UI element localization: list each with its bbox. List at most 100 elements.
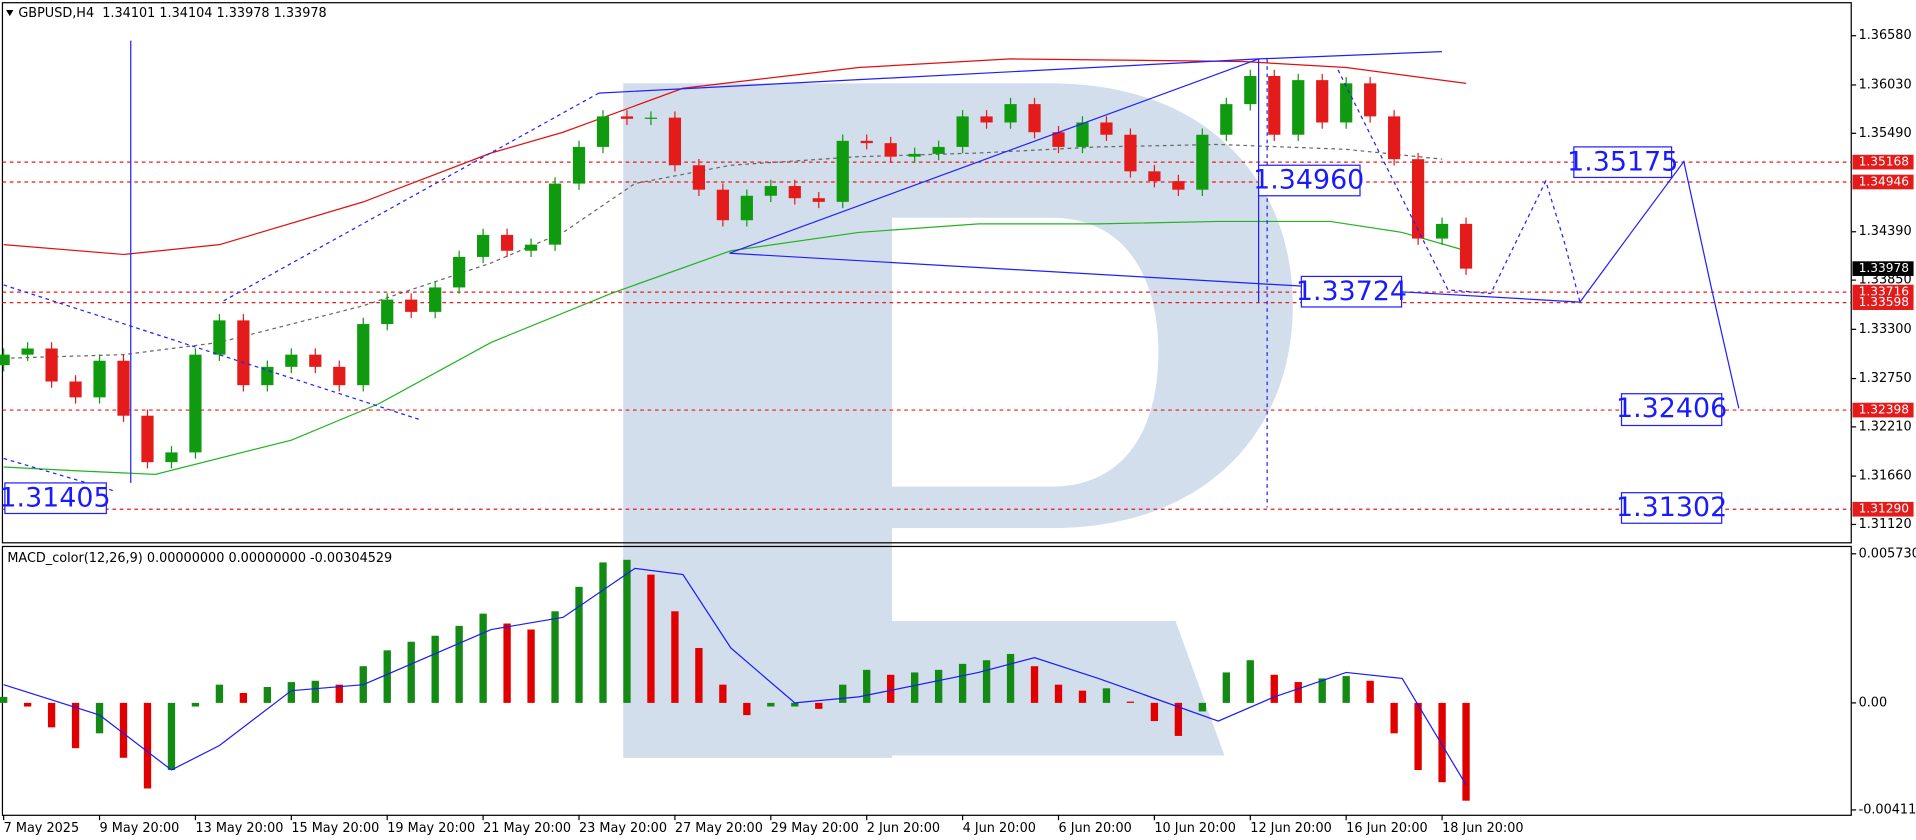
macd-bar xyxy=(215,684,224,703)
x-tick-label: 19 May 20:00 xyxy=(387,821,475,836)
candle-body xyxy=(285,354,298,367)
y-tick-label: 1.33300 xyxy=(1859,322,1912,337)
x-tick-label: 21 May 20:00 xyxy=(483,821,571,836)
candle-body xyxy=(381,299,394,325)
trend-line xyxy=(729,252,1581,303)
macd-bar xyxy=(743,702,751,716)
macd-bar xyxy=(0,696,8,703)
y-tick-label: 0.00 xyxy=(1859,695,1888,710)
candle-body xyxy=(1316,80,1329,123)
macd-bar xyxy=(407,641,415,703)
y-tick-label: -0.0041139 xyxy=(1859,802,1916,817)
analysis-drawings xyxy=(3,40,1740,524)
macd-bar xyxy=(23,702,32,707)
macd-bar xyxy=(143,702,152,789)
macd-bar xyxy=(551,611,559,703)
dropdown-icon[interactable] xyxy=(6,10,14,17)
macd-bar xyxy=(982,660,991,703)
macd-bar xyxy=(335,684,343,703)
trend-line xyxy=(223,92,600,302)
candle-body xyxy=(21,348,34,355)
candle-body xyxy=(668,117,682,166)
annotation: 1.34960 xyxy=(1253,165,1364,196)
candle-body xyxy=(261,366,274,386)
annotation: 1.32406 xyxy=(1616,393,1727,424)
x-tick-label: 15 May 20:00 xyxy=(291,821,379,836)
level-label-bg xyxy=(1852,295,1914,310)
candle-body xyxy=(405,299,418,312)
macd-bar xyxy=(47,702,56,728)
x-tick-label: 23 May 20:00 xyxy=(579,821,667,836)
candle-body xyxy=(692,165,705,190)
macd-bar xyxy=(671,611,679,703)
level-label-bg xyxy=(1852,501,1914,517)
annotation-box xyxy=(1300,275,1403,308)
annotation: 1.31405 xyxy=(0,482,111,513)
macd-bar xyxy=(1222,672,1230,703)
candle-body xyxy=(764,186,777,196)
level-label: 1.32398 xyxy=(1859,403,1909,417)
chart-title: GBPUSD,H4 1.34101 1.34104 1.33978 1.3397… xyxy=(18,6,326,21)
macd-bar xyxy=(839,684,847,703)
moving-average xyxy=(3,143,1443,359)
candle-body xyxy=(1196,134,1209,190)
plot-layer: 1.36580 1.36030 1.35490 1.34390 1.33850 1.333… xyxy=(0,28,1916,836)
candle-body xyxy=(740,195,753,221)
candle-body xyxy=(524,244,538,251)
forecast-path xyxy=(1337,69,1581,303)
annotation: 1.31302 xyxy=(1616,492,1727,523)
macd-bar xyxy=(1366,680,1374,703)
macd-bar xyxy=(910,672,919,703)
macd-bar xyxy=(311,680,319,703)
macd-bar xyxy=(1270,674,1278,703)
candle-body xyxy=(788,186,801,199)
candle-body xyxy=(1364,83,1377,117)
candle-body xyxy=(165,452,178,463)
y-tick-label: 1.34390 xyxy=(1859,224,1912,239)
macd-bar xyxy=(1150,702,1159,722)
macd-bar xyxy=(119,702,128,758)
y-tick-label: 1.36030 xyxy=(1859,77,1912,92)
macd-bar xyxy=(191,702,200,707)
annotation-box xyxy=(1573,146,1673,179)
macd-bar xyxy=(527,629,535,703)
candle-body xyxy=(237,320,250,386)
x-tick-label: 7 May 2025 xyxy=(4,821,79,836)
candle-body xyxy=(1244,76,1257,105)
x-tick-label: 2 Jun 20:00 xyxy=(867,821,940,836)
macd-bar xyxy=(503,623,511,703)
macd-bar xyxy=(695,647,703,703)
x-tick-label: 6 Jun 20:00 xyxy=(1058,821,1131,836)
macd-bar xyxy=(815,702,823,709)
level-label: 1.33716 xyxy=(1859,285,1909,299)
candle-body xyxy=(572,146,586,184)
annotation-box xyxy=(1620,492,1723,524)
y-tick-label: 1.31120 xyxy=(1859,517,1912,532)
candle-body xyxy=(1004,104,1017,123)
annotation-box xyxy=(1257,164,1361,197)
level-label: 1.35168 xyxy=(1859,155,1909,169)
candle-body xyxy=(189,354,202,453)
macd-bar xyxy=(791,702,799,707)
candle-body xyxy=(548,183,562,245)
y-tick-label: 1.35490 xyxy=(1859,126,1912,141)
candle-body xyxy=(956,116,969,147)
macd-bar xyxy=(1342,676,1350,703)
candle-body xyxy=(1268,76,1281,135)
candle-body xyxy=(596,116,610,147)
candle-body xyxy=(477,234,490,257)
candle-body xyxy=(141,415,154,463)
candle-body xyxy=(309,354,322,367)
macd-bar xyxy=(1030,666,1039,703)
candle-body xyxy=(1148,171,1161,182)
level-label: 1.31290 xyxy=(1859,502,1909,516)
macd-bar xyxy=(1438,702,1446,783)
candle-body xyxy=(1411,159,1425,239)
macd-bar xyxy=(1414,702,1422,771)
candle-body xyxy=(716,189,729,221)
candle-body xyxy=(213,320,226,355)
level-label-bg xyxy=(1852,174,1914,190)
x-tick-label: 18 Jun 20:00 xyxy=(1442,821,1523,836)
candle-body xyxy=(69,381,82,398)
